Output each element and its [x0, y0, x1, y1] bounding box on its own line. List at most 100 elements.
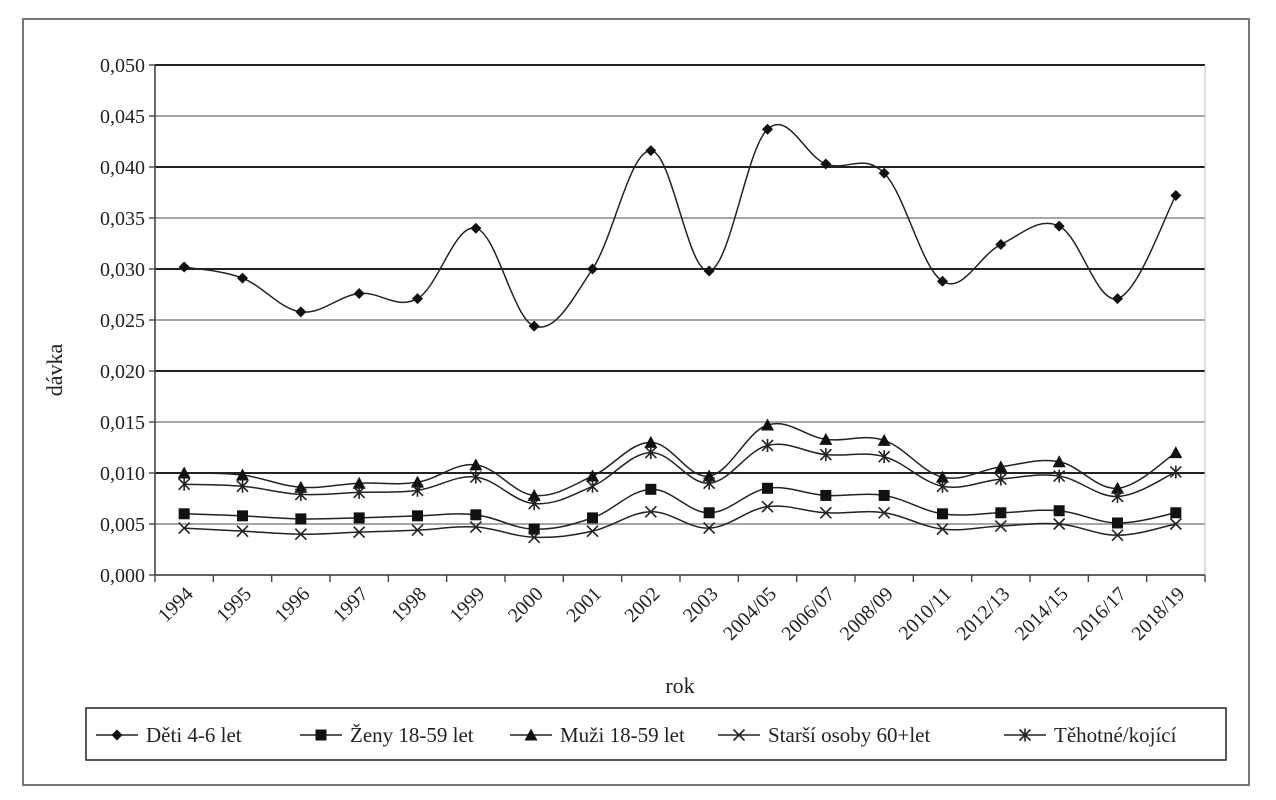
data-point	[702, 469, 716, 482]
x-tick-label: 1998	[387, 583, 431, 627]
legend-marker	[732, 728, 746, 742]
y-tick-label: 0,045	[100, 106, 145, 128]
data-point	[178, 508, 190, 520]
x-tick-labels: 1994 1995 1996 1997 1998 1999 2000 2001 2002 2003…	[154, 583, 1190, 645]
data-point	[586, 469, 599, 482]
series-2	[177, 418, 1183, 501]
data-point	[1111, 529, 1124, 542]
y-tick-label: 0,035	[100, 208, 145, 230]
legend-marker	[524, 728, 538, 741]
x-tick-label: 2001	[562, 583, 606, 627]
data-point	[236, 525, 249, 538]
x-axis-title: rok	[665, 673, 694, 698]
x-tick-label: 1995	[212, 583, 256, 627]
series-3	[178, 500, 1182, 544]
data-point	[644, 505, 657, 518]
x-tick-label: 2010/11	[895, 583, 956, 644]
data-point	[1169, 517, 1182, 531]
legend-label: Muži 18-59 let	[560, 723, 685, 747]
legend-item: Muži 18-59 let	[510, 723, 685, 747]
x-tick-label: 2014/15	[1011, 583, 1073, 645]
legend: Děti 4-6 let Ženy 18-59 let Muži 18-59 let…	[85, 707, 1227, 761]
data-point	[178, 522, 191, 535]
data-point	[936, 470, 949, 483]
data-point	[470, 222, 482, 234]
x-tick-label: 1997	[329, 583, 373, 627]
data-point	[178, 477, 191, 491]
legend-marker	[1018, 728, 1032, 742]
data-point	[586, 479, 599, 493]
y-tick-label: 0,040	[100, 157, 145, 179]
legend-marker	[111, 729, 123, 741]
data-point	[995, 507, 1007, 519]
data-point	[936, 479, 949, 493]
data-point	[1053, 220, 1065, 232]
data-point	[820, 158, 832, 170]
y-axis-title: dávka	[42, 344, 67, 397]
data-point	[994, 460, 1008, 473]
legend-marker	[315, 729, 327, 741]
data-point	[237, 272, 248, 284]
legend-item: Starší osoby 60+let	[718, 723, 931, 747]
data-point	[994, 472, 1007, 486]
data-point	[586, 525, 599, 538]
data-point	[469, 458, 483, 471]
data-point	[469, 470, 482, 484]
x-tick-label: 2003	[679, 583, 723, 627]
data-point	[1053, 517, 1066, 531]
data-point	[936, 523, 949, 536]
legend-label: Ženy 18-59 let	[350, 723, 474, 747]
x-tick-label: 2018/19	[1127, 583, 1189, 645]
data-point	[470, 509, 482, 521]
x-tick-label: 2016/17	[1069, 583, 1131, 645]
data-point	[353, 485, 366, 499]
series-4	[178, 438, 1182, 511]
data-point	[237, 510, 248, 522]
data-point	[1112, 517, 1123, 529]
y-tick-label: 0,010	[100, 463, 145, 485]
y-tick-label: 0,005	[100, 514, 145, 536]
data-point	[645, 483, 657, 495]
chart-frame	[22, 18, 1250, 786]
y-tick-labels: 0,000 0,005 0,010 0,015 0,020 0,025 0,030 0,035…	[100, 55, 145, 587]
data-point	[819, 432, 833, 445]
data-point	[644, 435, 658, 448]
data-point	[411, 475, 424, 488]
data-point	[587, 263, 598, 275]
data-point	[819, 506, 832, 519]
y-tick-label: 0,025	[100, 310, 145, 332]
legend-item: Těhotné/kojící	[1004, 723, 1177, 747]
data-point	[353, 287, 365, 299]
data-point	[878, 506, 891, 519]
x-tick-label: 2008/09	[836, 583, 898, 645]
data-point	[820, 489, 832, 501]
data-point	[762, 482, 773, 494]
data-point	[236, 468, 249, 481]
series-line	[184, 422, 1177, 497]
data-point	[703, 522, 716, 535]
data-point	[994, 519, 1007, 533]
data-point	[877, 433, 891, 446]
x-tick-label: 2006/07	[777, 583, 839, 645]
data-point	[937, 275, 948, 287]
data-point	[1112, 293, 1123, 305]
y-tick-label: 0,030	[100, 259, 145, 281]
data-point	[878, 167, 890, 179]
data-point	[762, 123, 773, 135]
data-point	[878, 489, 890, 501]
data-point	[761, 418, 774, 431]
x-tick-label: 2000	[504, 583, 548, 627]
data-point	[1169, 465, 1182, 479]
data-point	[294, 528, 307, 541]
legend-label: Těhotné/kojící	[1054, 723, 1177, 747]
grid-lines	[155, 64, 1205, 576]
data-point	[1170, 190, 1182, 202]
data-point	[353, 526, 366, 539]
x-tick-label: 2012/13	[952, 583, 1014, 645]
data-point	[294, 480, 308, 493]
data-point	[528, 320, 540, 332]
legend-label: Děti 4-6 let	[146, 723, 242, 747]
data-point	[703, 265, 715, 277]
y-tick-label: 0,050	[100, 55, 145, 77]
